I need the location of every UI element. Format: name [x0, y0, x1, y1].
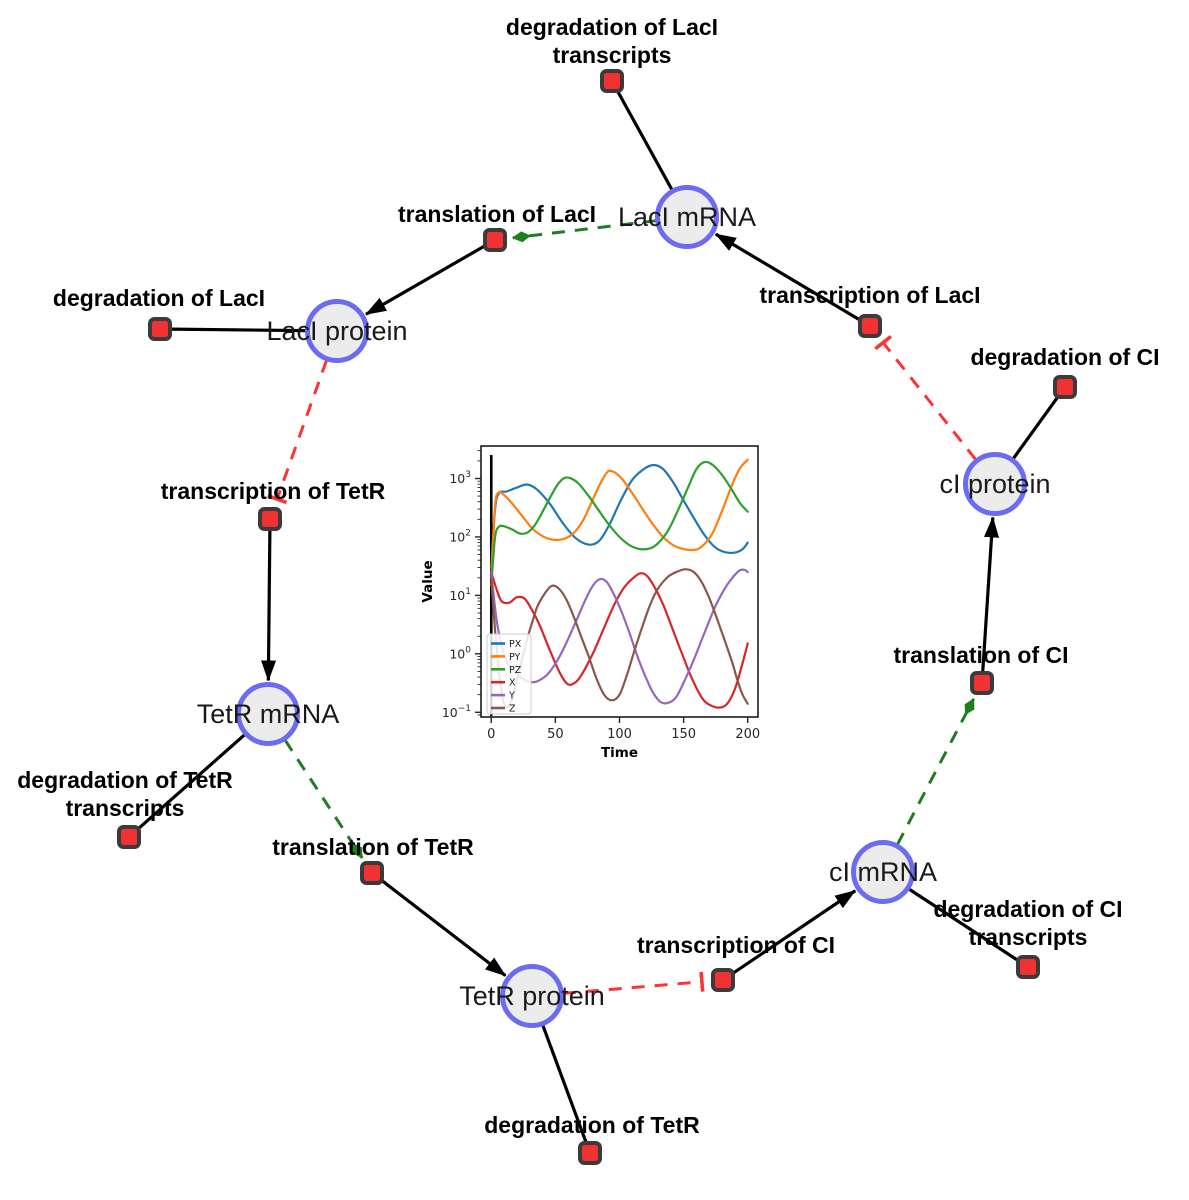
x-tick-label: 200 [735, 727, 760, 742]
reaction-node-transl_ci[interactable] [970, 671, 994, 695]
edge-production-tx_tetr-tetr_mrna [261, 529, 277, 682]
reaction-label-transl_laci: translation of LacI [398, 201, 596, 227]
species-label-laci_mrna: LacI mRNA [618, 202, 756, 232]
x-tick-label: 0 [487, 727, 495, 742]
edge-production-transl_tetr-tetr_protein [379, 878, 507, 977]
x-tick-label: 100 [607, 727, 632, 742]
edges-layer [136, 89, 1060, 1144]
reaction-label-tx_tetr: transcription of TetR [161, 478, 386, 504]
edge-production-tx_ci-ci_mrna [731, 889, 857, 976]
reaction-node-transl_tetr[interactable] [360, 861, 384, 885]
legend-label-PZ: PZ [509, 665, 522, 676]
edge-modifier-laci_mrna-transl_laci [511, 219, 657, 243]
x-tick-label: 50 [547, 727, 564, 742]
x-axis-label: Time [601, 745, 638, 761]
species-node-tetr_mrna[interactable] [236, 682, 300, 746]
reaction-label-deg_tetr_tx: degradation of TetR transcripts [17, 767, 233, 821]
edge-consumption-ci_protein-deg_ci [1011, 394, 1060, 460]
edge-inhibition-tetr_protein-tx_ci [562, 971, 705, 995]
reaction-node-tx_ci[interactable] [711, 968, 735, 992]
edge-consumption-ci_mrna-deg_ci_tx [908, 887, 1020, 963]
edge-production-tx_laci-laci_mrna [714, 232, 862, 322]
reaction-node-deg_laci[interactable] [148, 317, 172, 341]
edge-modifier-tetr_mrna-transl_tetr [283, 739, 364, 859]
species-label-ci_protein: cI protein [939, 469, 1050, 499]
y-axis-label: Value [420, 560, 436, 602]
reaction-node-deg_tetr_tx[interactable] [117, 825, 141, 849]
species-label-tetr_protein: TetR protein [459, 981, 605, 1011]
reaction-label-transl_ci: translation of CI [893, 642, 1068, 668]
reaction-label-tx_laci: transcription of LacI [759, 282, 980, 308]
species-label-laci_protein: LacI protein [266, 316, 407, 346]
legend-label-Z: Z [509, 704, 516, 715]
series-X [490, 571, 749, 709]
edge-modifier-ci_mrna-transl_ci [896, 698, 975, 846]
legend-label-X: X [509, 678, 516, 689]
reaction-label-deg_ci_tx: degradation of CI transcripts [933, 896, 1122, 950]
reaction-node-deg_tetr[interactable] [578, 1141, 602, 1165]
series-PY [490, 458, 749, 579]
edge-production-transl_ci-ci_protein [981, 516, 999, 673]
species-label-ci_mrna: cI mRNA [829, 857, 937, 887]
edge-consumption-tetr_protein-deg_tetr [541, 1024, 588, 1144]
series-PZ [490, 460, 749, 587]
reaction-label-deg_ci: degradation of CI [970, 344, 1159, 370]
reaction-node-transl_laci[interactable] [483, 228, 507, 252]
reaction-label-tx_ci: transcription of CI [637, 932, 835, 958]
edge-production-transl_laci-laci_protein [365, 244, 487, 316]
edge-inhibition-laci_protein-tx_tetr [267, 359, 329, 505]
reaction-node-deg_ci[interactable] [1053, 375, 1077, 399]
legend-label-PY: PY [509, 652, 521, 663]
reaction-node-deg_laci_tx[interactable] [600, 69, 624, 93]
reaction-label-deg_laci: degradation of LacI [53, 285, 265, 311]
plot-spines [480, 445, 759, 718]
legend-label-Y: Y [508, 691, 515, 702]
labels-layer: degradation of LacI transcripts translatio… [17, 14, 1159, 1138]
species-label-tetr_mrna: TetR mRNA [197, 699, 340, 729]
reaction-label-deg_tetr: degradation of TetR [484, 1112, 700, 1138]
species-node-laci_protein[interactable] [305, 299, 369, 363]
edge-consumption-tetr_mrna-deg_tetr_tx [136, 733, 246, 831]
x-tick-label: 150 [671, 727, 696, 742]
nodes-layer [117, 69, 1077, 1165]
edge-consumption-laci_protein-deg_laci [170, 327, 307, 333]
edge-inhibition-ci_protein-tx_laci [874, 335, 977, 461]
reaction-label-transl_tetr: translation of TetR [272, 834, 474, 860]
edge-consumption-laci_mrna-deg_laci_tx [615, 89, 674, 191]
species-node-ci_protein[interactable] [963, 452, 1027, 516]
species-node-tetr_protein[interactable] [500, 964, 564, 1028]
species-node-ci_mrna[interactable] [851, 840, 915, 904]
reaction-label-deg_laci_tx: degradation of LacI transcripts [506, 14, 718, 68]
series-PX [490, 463, 749, 569]
reaction-node-tx_laci[interactable] [858, 314, 882, 338]
reaction-node-deg_ci_tx[interactable] [1016, 955, 1040, 979]
species-node-laci_mrna[interactable] [655, 185, 719, 249]
reaction-node-tx_tetr[interactable] [258, 507, 282, 531]
legend-label-PX: PX [509, 639, 522, 650]
